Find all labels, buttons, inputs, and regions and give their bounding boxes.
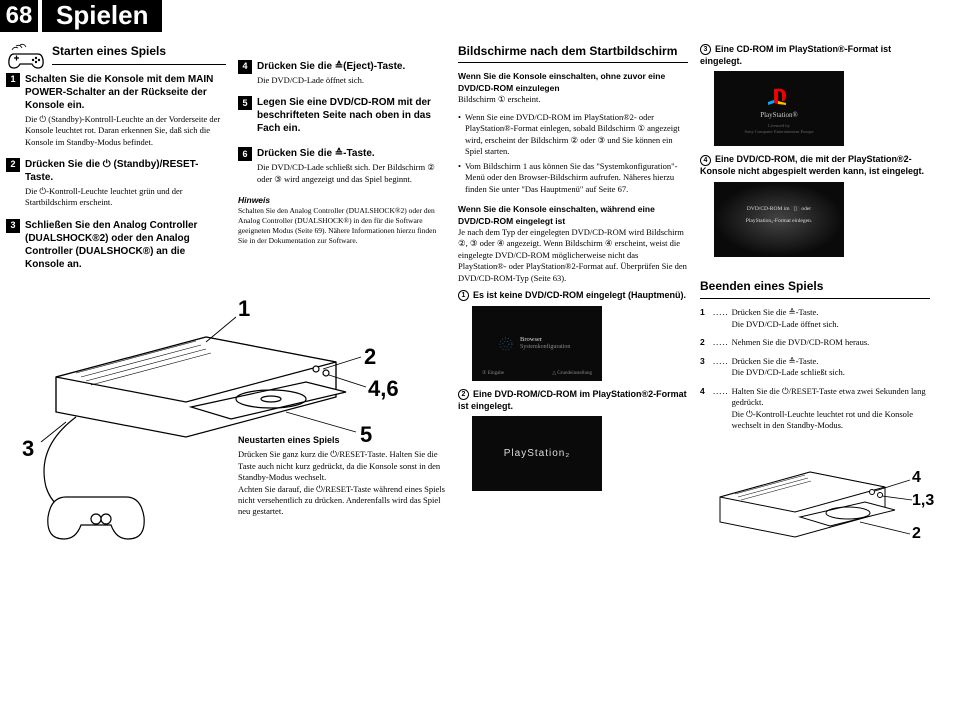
end-step-4: 4.....Halten Sie die ⏻/RESET-Taste etwa … [700, 386, 930, 432]
end-step-1: 1.....Drücken Sie die ≙-Taste. Die DVD/C… [700, 307, 930, 330]
console-diagram-1: 1 2 3 4,6 5 [6, 287, 436, 567]
page-title: Spielen [42, 0, 162, 32]
end-step-2: 2.....Nehmen Sie die DVD/CD-ROM heraus. [700, 337, 930, 348]
diagram-label-46: 4,6 [368, 375, 399, 404]
step-title: Schließen Sie den Analog Controller (DUA… [25, 219, 226, 271]
page-number: 68 [0, 0, 38, 32]
diagram-label-3: 3 [22, 435, 34, 464]
step-5: 5 Legen Sie eine DVD/CD-ROM mit der besc… [238, 96, 446, 137]
screenshot-mainmenu: BrowserSystemkonfiguration ① Eingabe △ G… [472, 306, 602, 381]
step-1: 1 Schalten Sie die Konsole mit dem MAIN … [6, 73, 226, 148]
step-number: 5 [238, 96, 252, 110]
step-3: 3 Schließen Sie den Analog Controller (D… [6, 219, 226, 273]
step-text: Die DVD/CD-Lade schließt sich. Der Bilds… [257, 162, 446, 185]
step-title: Schalten Sie die Konsole mit dem MAIN PO… [25, 73, 226, 112]
step-number: 3 [6, 219, 20, 233]
screenshot-ps1: PlayStation® Licensed by Sony Computer E… [714, 71, 844, 146]
step-2: 2 Drücken Sie die ⏻ (Standby)/RESET-Tast… [6, 158, 226, 209]
hinweis-text: Schalten Sie den Analog Controller (DUAL… [238, 206, 446, 245]
intro-para: Wenn Sie die Konsole einschalten, ohne z… [458, 71, 688, 105]
step-number: 6 [238, 147, 252, 161]
dia2-label-4: 4 [912, 468, 921, 489]
column-4: 3Eine CD-ROM im PlayStation®-Format ist … [700, 40, 930, 572]
dia2-label-2: 2 [912, 524, 921, 545]
end-step-3: 3.....Drücken Sie die ≙-Taste. Die DVD/C… [700, 356, 930, 379]
step-title: Drücken Sie die ≙(Eject)-Taste. [257, 60, 446, 73]
section-heading: Beenden eines Spiels [700, 279, 930, 300]
screen-item-2: 2Eine DVD-ROM/CD-ROM im PlayStation®2-Fo… [458, 389, 688, 412]
step-6: 6 Drücken Sie die ≙-Taste. Die DVD/CD-La… [238, 147, 446, 185]
step-number: 1 [6, 73, 20, 87]
content-columns: Starten eines Spiels 1 Schalten Sie die … [0, 40, 954, 572]
hinweis-label: Hinweis [238, 195, 446, 206]
step-number: 4 [238, 60, 252, 74]
step-title: Drücken Sie die ⏻ (Standby)/RESET-Taste. [25, 158, 226, 184]
diagram-label-1: 1 [238, 295, 250, 324]
step-text: Die ⏻ (Standby)-Kontroll-Leuchte an der … [25, 114, 226, 148]
screenshot-invalid: DVD/CD-ROM im ▯ oder PlayStation₂-Format… [714, 182, 844, 257]
diagram-label-2: 2 [364, 343, 376, 372]
screen-item-4: 4Eine DVD/CD-ROM, die mit der PlayStatio… [700, 154, 930, 177]
page-header: 68 Spielen [0, 0, 954, 32]
step-title: Drücken Sie die ≙-Taste. [257, 147, 446, 160]
step-text: Die ⏻-Kontroll-Leuchte leuchtet grün und… [25, 186, 226, 209]
section-heading: Bildschirme nach dem Startbildschirm [458, 44, 688, 63]
dia2-label-13: 1,3 [912, 491, 934, 512]
step-number: 2 [6, 158, 20, 172]
step-text: Die DVD/CD-Lade öffnet sich. [257, 75, 446, 86]
console-diagram-2: 4 1,3 2 [700, 442, 930, 572]
bullet-1: Wenn Sie eine DVD/CD-ROM im PlayStation®… [458, 112, 688, 158]
step-4: 4 Drücken Sie die ≙(Eject)-Taste. Die DV… [238, 60, 446, 86]
diagram-label-5: 5 [360, 421, 372, 450]
bullet-2: Vom Bildschirm 1 aus können Sie das "Sys… [458, 161, 688, 195]
section-heading: Starten eines Spiels [52, 44, 226, 65]
column-1: Starten eines Spiels 1 Schalten Sie die … [6, 40, 226, 572]
para-2: Wenn Sie die Konsole einschalten, währen… [458, 204, 688, 284]
screenshot-ps2: PlayStation₂ [472, 416, 602, 491]
column-3: Bildschirme nach dem Startbildschirm Wen… [458, 40, 688, 572]
controller-icon [6, 40, 46, 72]
screen-item-1: 1Es ist keine DVD/CD-ROM eingelegt (Haup… [458, 290, 688, 302]
screen-item-3: 3Eine CD-ROM im PlayStation®-Format ist … [700, 44, 930, 67]
step-title: Legen Sie eine DVD/CD-ROM mit der beschr… [257, 96, 446, 135]
